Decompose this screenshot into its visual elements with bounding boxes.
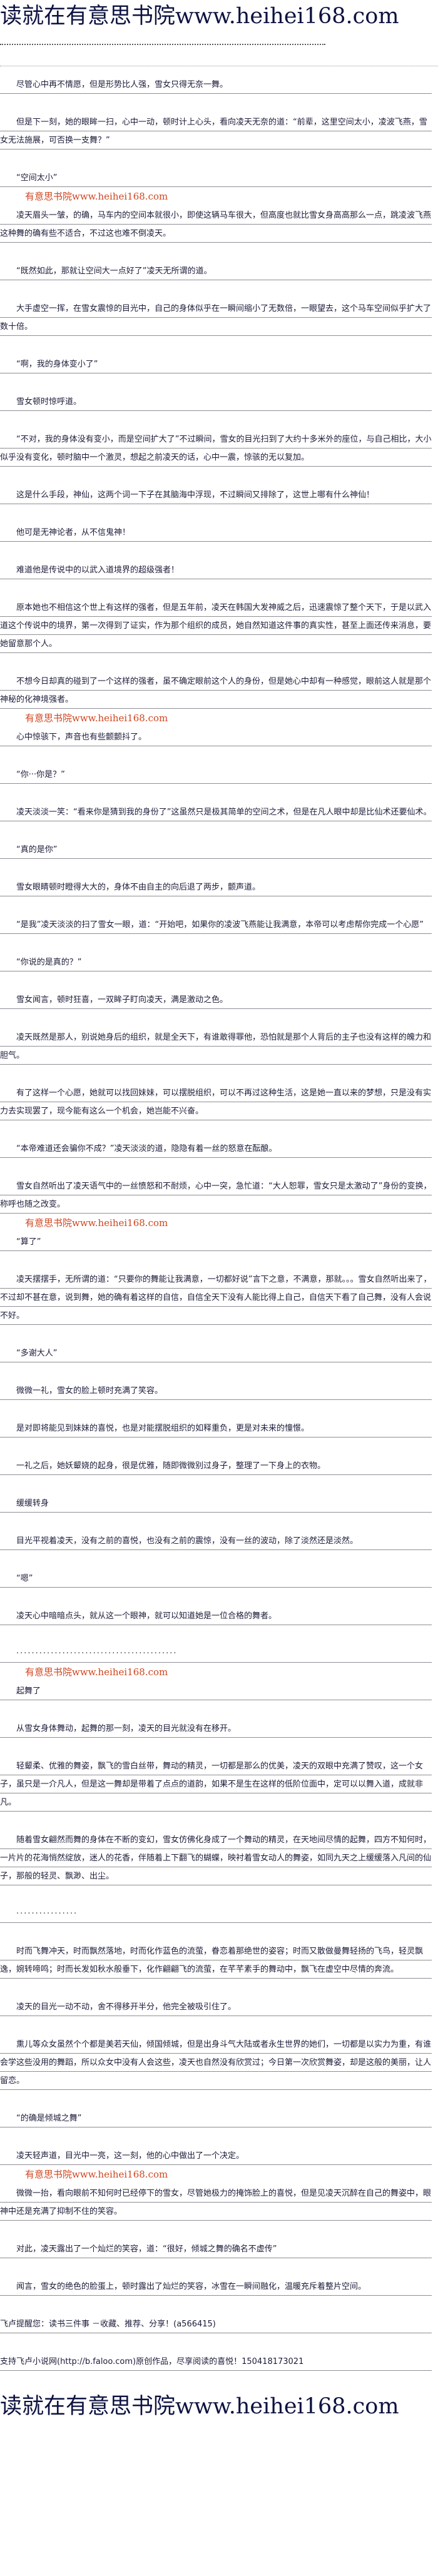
story-paragraph: “你说的是真的？” bbox=[0, 953, 432, 971]
story-paragraph: “多谢大人” bbox=[0, 1344, 432, 1362]
story-paragraph: 凌天轻声道，目光中一亮，这一刻，他的心中做出了一个决定。 bbox=[0, 2147, 432, 2165]
story-paragraph: 凌天摆摆手，无所谓的道：“只要你的舞能让我满意，一切都好说”言下之意，不满意，那… bbox=[0, 1270, 432, 1325]
story-paragraph: 闻言，雪女的绝色的脸蛋上，顿时露出了灿烂的笑容，冰雪在一瞬间融化，温暖充斥着整片… bbox=[0, 2278, 432, 2296]
site-banner-bottom: 读就在有意思书院www.heihei168.com bbox=[0, 2394, 399, 2419]
story-paragraph: “空间太小” bbox=[0, 169, 432, 187]
story-paragraph: 这是什么手段，神仙，这两个词一下子在其脑海中浮现，不过瞬间又排除了，这世上哪有什… bbox=[0, 486, 432, 504]
story-paragraph: 缓缓转身 bbox=[0, 1494, 432, 1513]
story-paragraph: “嗯” bbox=[0, 1569, 432, 1588]
story-paragraph: 随着雪女翩然而舞的身体在不断的变幻，雪女仿佛化身成了一个舞动的精灵，在天地间尽情… bbox=[0, 1831, 432, 1885]
story-paragraph: “是我”凌天淡淡的扫了雪女一眼，道：“开始吧，如果你的凌波飞燕能让我满意，本帝可… bbox=[0, 916, 432, 934]
story-paragraph: 凌天眉头一皱，的确，马车内的空间本就很小，即使这辆马车很大，但高度也就比雪女身高… bbox=[0, 206, 432, 243]
story-paragraph: “真的是你” bbox=[0, 841, 432, 859]
footer-support: 支持飞卢小说网(http://b.faloo.com)原创作品，尽享阅读的喜悦！… bbox=[0, 2353, 432, 2371]
story-paragraph: 他可是无神论者，从不信鬼神！ bbox=[0, 524, 432, 542]
story-paragraph: ········································… bbox=[0, 1645, 432, 1663]
story-paragraph: 凌天的目光一动不动，舍不得移开半分，他完全被吸引住了。 bbox=[0, 1998, 432, 2016]
story-paragraph: 一礼之后，她妖颦娆的起身，很是优雅，随即微微别过身子，整理了一下身上的衣物。 bbox=[0, 1457, 432, 1475]
story-paragraph: 雪女闻言，顿时狂喜，一双眸子盯向凌天，满是激动之色。 bbox=[0, 991, 432, 1009]
story-paragraph: 难道他是传说中的以武入道境界的超级强者！ bbox=[0, 561, 432, 579]
story-paragraph: 雪女自然听出了凌天语气中的一丝愤怒和不耐烦，心中一突，急忙道：“大人恕罪，雪女只… bbox=[0, 1177, 432, 1214]
watermark: 有意思书院www.heihei168.com bbox=[25, 2169, 168, 2180]
story-paragraph: 凌天心中暗暗点头，就从这一个眼神，就可以知道她是一位合格的舞者。 bbox=[0, 1607, 432, 1625]
story-paragraph: “不对，我的身体没有变小，而是空间扩大了”不过瞬间，雪女的目光扫到了大约十多米外… bbox=[0, 430, 432, 467]
watermark: 有意思书院www.heihei168.com bbox=[25, 1217, 168, 1229]
story-paragraph: 有了这样一个心愿，她就可以找回妹妹，可以摆脱组织，可以不再过这种生活，这是她一直… bbox=[0, 1084, 432, 1120]
story-paragraph: 对此，凌天露出了一个灿烂的笑容，道：“很好，倾城之舞的确名不虚传” bbox=[0, 2240, 432, 2258]
footer-reminder: 飞卢提醒您：读书三件事 －收藏、推荐、分享！(a566415) bbox=[0, 2315, 432, 2333]
watermark: 有意思书院www.heihei168.com bbox=[25, 712, 168, 724]
story-paragraph: 雪女眼睛顿时瞪得大大的，身体不由自主的向后退了两步，颤声道。 bbox=[0, 878, 432, 896]
story-paragraph: 轻颦柔、优雅的舞姿，飘飞的雪白丝带，舞动的精灵，一切都是那么的优美，凌天的双眼中… bbox=[0, 1757, 432, 1812]
story-paragraph: “的确是倾城之舞” bbox=[0, 2109, 432, 2127]
story-paragraph: 是对即将能见到妹妹的喜悦，也是对能摆脱组织的如释重负，更是对未来的憧憬。 bbox=[0, 1419, 432, 1438]
story-paragraph: 凌天淡淡一笑：“看来你是猜到我的身份了”这虽然只是极其简单的空间之术，但是在凡人… bbox=[0, 803, 432, 821]
story-paragraph: “你···你是？” bbox=[0, 766, 432, 784]
story-paragraph: “啊，我的身体变小了” bbox=[0, 355, 432, 373]
story-paragraph: 但是下一刻，她的眼眸一扫，心中一动，顿时计上心头，看向凌天无奈的道：“前辈，这里… bbox=[0, 113, 432, 150]
story-paragraph: 目光平视着凌天，没有之前的喜悦，也没有之前的震惊，没有一丝的波动，除了淡然还是淡… bbox=[0, 1532, 432, 1550]
story-paragraph: 心中惊骇下，声音也有些颤颤抖了。 bbox=[0, 728, 432, 746]
story-paragraph: “算了” bbox=[0, 1233, 432, 1251]
story-paragraph: 不想今日却真的碰到了一个这样的强者，虽不确定眼前这个人的身份，但是她心中却有一种… bbox=[0, 672, 432, 709]
story-paragraph: “既然如此，那就让空间大一点好了”凌天无所谓的道。 bbox=[0, 262, 432, 280]
story-paragraph: ················ bbox=[0, 1905, 432, 1923]
story-paragraph: 原本她也不相信这个世上有这样的强者，但是五年前，凌天在韩国大发神威之后，迅速震惊… bbox=[0, 599, 432, 653]
story-paragraph: 雪女顿时惊呼道。 bbox=[0, 393, 432, 411]
story-paragraph: 微微一礼，雪女的脸上顿时充满了笑容。 bbox=[0, 1382, 432, 1400]
story-paragraph: “本帝难道还会骗你不成？”凌天淡淡的道，隐隐有着一丝的怒意在酝酿。 bbox=[0, 1140, 432, 1158]
site-banner-top: 读就在有意思书院www.heihei168.com bbox=[0, 4, 399, 29]
story-paragraph: 凌天既然是那人，别说她身后的组织，就是全天下，有谁敢得罪他，恐怕就是那个人背后的… bbox=[0, 1028, 432, 1065]
divider bbox=[0, 44, 325, 45]
story-paragraph: 时而飞舞冲天，时而飘然落地，时而化作蓝色的流萤，眷恋着那绝世的姿容；时而又散做曼… bbox=[0, 1942, 432, 1979]
story-paragraph: 大手虚空一挥，在雪女震惊的目光中，自己的身体似乎在一瞬间缩小了无数倍，一眼望去，… bbox=[0, 300, 432, 336]
story-paragraph: 起舞了 bbox=[0, 1682, 432, 1700]
watermark: 有意思书院www.heihei168.com bbox=[25, 191, 168, 202]
watermark: 有意思书院www.heihei168.com bbox=[25, 1666, 168, 1678]
story-paragraph: 尽管心中再不情愿，但是形势比人强，雪女只得无奈一舞。 bbox=[0, 76, 432, 94]
story-paragraph: 熏儿等众女虽然个个都是美若天仙，倾国倾城，但是出身斗气大陆或者永生世界的她们，一… bbox=[0, 2036, 432, 2090]
story-paragraph: 微微一抬，看向眼前不知何时已经停下的雪女，尽管她极力的掩饰脸上的喜悦，但是见凌天… bbox=[0, 2184, 432, 2221]
story-paragraph: 从雪女身体舞动，起舞的那一刻，凌天的目光就没有在移开。 bbox=[0, 1720, 432, 1738]
chapter-content: 尽管心中再不情愿，但是形势比人强，雪女只得无奈一舞。但是下一刻，她的眼眸一扫，心… bbox=[0, 76, 432, 2371]
